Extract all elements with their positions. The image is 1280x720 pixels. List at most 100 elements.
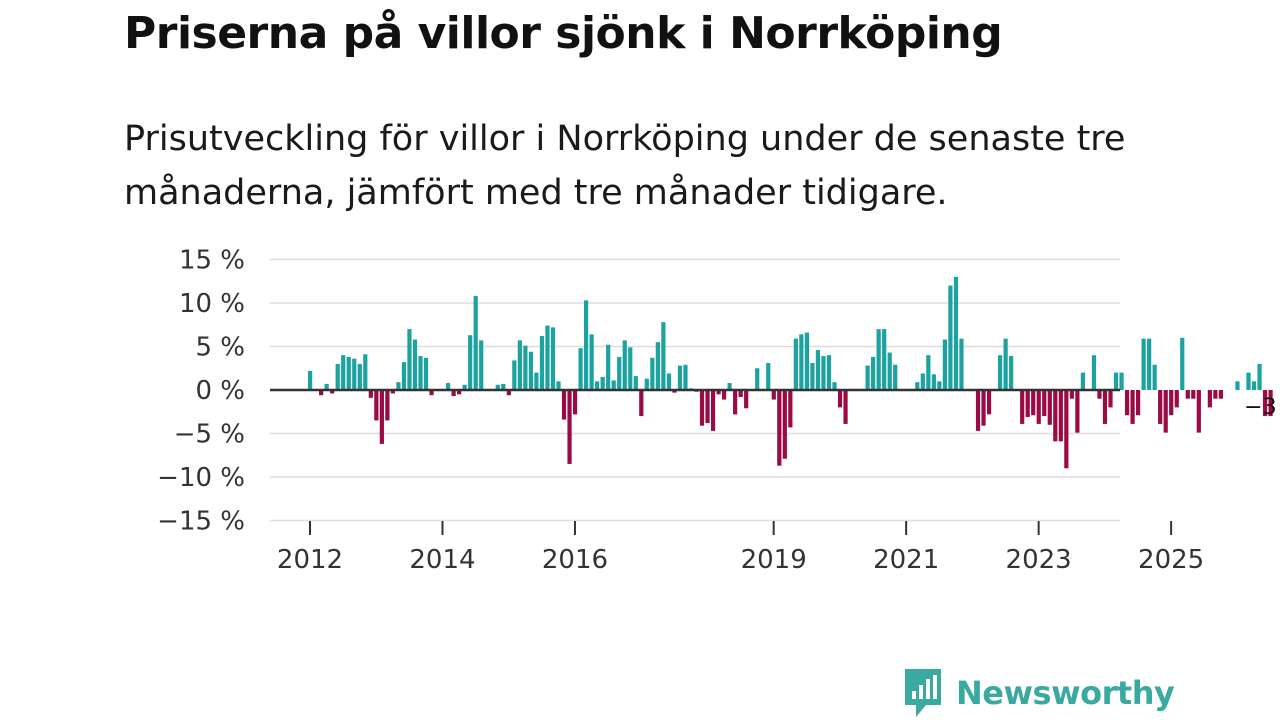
bar xyxy=(429,390,434,396)
bar xyxy=(335,363,340,390)
bar xyxy=(561,390,567,420)
bar xyxy=(1069,390,1074,399)
bar xyxy=(843,390,848,424)
bar xyxy=(379,390,384,444)
bar xyxy=(324,383,329,390)
bar xyxy=(826,355,832,390)
bar xyxy=(457,390,462,395)
x-tick-label: 2023 xyxy=(1006,545,1072,575)
bar xyxy=(672,390,677,393)
bar xyxy=(517,340,522,390)
bar xyxy=(1207,390,1212,408)
bar xyxy=(1213,390,1218,399)
bar xyxy=(1042,390,1047,417)
bar xyxy=(661,322,666,390)
bar xyxy=(385,390,390,421)
bar xyxy=(401,362,407,390)
bar xyxy=(876,329,881,390)
bar xyxy=(1102,390,1108,424)
bar xyxy=(738,390,743,397)
bar xyxy=(330,390,335,394)
bar xyxy=(788,390,793,428)
bar xyxy=(1180,337,1185,390)
bar xyxy=(1169,390,1174,416)
bar xyxy=(793,338,798,390)
x-tick-label: 2016 xyxy=(542,545,608,575)
chart-title: Priserna på villor sjönk i Norrköping xyxy=(124,8,1003,59)
y-tick-label: 15 % xyxy=(179,246,245,276)
bar xyxy=(683,364,688,390)
bar xyxy=(528,351,533,390)
bar xyxy=(545,325,550,390)
bar xyxy=(771,390,776,400)
bar xyxy=(628,347,633,390)
bar xyxy=(975,390,981,431)
y-tick-label: −15 % xyxy=(157,507,245,537)
x-tick-label: 2021 xyxy=(873,545,939,575)
bar xyxy=(550,327,556,390)
bar xyxy=(567,390,572,464)
x-tick-label: 2025 xyxy=(1138,545,1204,575)
brand-logo: Newsworthy xyxy=(902,668,1175,718)
bar xyxy=(600,376,605,390)
bar xyxy=(501,383,506,390)
y-tick-label: −5 % xyxy=(174,420,245,450)
bar xyxy=(1058,390,1063,442)
bar xyxy=(882,329,887,390)
bar xyxy=(363,354,368,390)
bar xyxy=(677,365,683,390)
x-tick-label: 2014 xyxy=(409,545,475,575)
bar xyxy=(407,329,412,390)
bar xyxy=(710,390,716,431)
bar xyxy=(722,390,727,400)
bar xyxy=(1047,390,1052,425)
bar xyxy=(1080,372,1085,390)
bar xyxy=(893,364,898,390)
bar xyxy=(1147,338,1152,390)
bar xyxy=(539,336,545,390)
bar xyxy=(1009,356,1014,390)
bar xyxy=(512,360,517,390)
bar xyxy=(468,335,473,390)
grid-layer xyxy=(270,258,1120,522)
bar xyxy=(1268,390,1273,417)
bar xyxy=(346,356,351,390)
y-tick-label: 0 % xyxy=(195,376,245,406)
bar xyxy=(948,285,953,390)
y-tick-label: 5 % xyxy=(195,333,245,363)
bar xyxy=(506,390,511,396)
bar xyxy=(766,363,771,390)
bar xyxy=(578,348,583,390)
bar xyxy=(931,374,936,390)
x-tick-label: 2019 xyxy=(741,545,807,575)
bar xyxy=(308,370,313,390)
bar xyxy=(782,390,787,459)
bar xyxy=(1185,390,1190,399)
bar xyxy=(1097,390,1102,399)
bar xyxy=(1158,390,1163,424)
bar xyxy=(479,340,484,390)
bar xyxy=(942,339,947,390)
bar xyxy=(352,358,357,390)
bar xyxy=(1091,355,1097,390)
bar xyxy=(1262,390,1268,417)
bar xyxy=(374,390,379,421)
bar xyxy=(920,373,925,390)
bar xyxy=(650,357,655,390)
bar xyxy=(341,355,346,390)
bar xyxy=(705,390,710,424)
x-axis-ticks: 2012 2014 2016 2019 2021 2023 2025 xyxy=(277,521,1204,575)
bar xyxy=(357,363,362,390)
bar xyxy=(611,380,616,390)
bar xyxy=(396,382,401,390)
bar xyxy=(534,372,539,390)
bar xyxy=(1196,390,1201,433)
bar xyxy=(1163,390,1168,433)
bar xyxy=(633,376,638,390)
bar xyxy=(1119,372,1124,390)
bar xyxy=(1141,338,1146,390)
bar xyxy=(412,339,418,390)
bar xyxy=(1064,390,1069,469)
bar xyxy=(1174,390,1179,408)
